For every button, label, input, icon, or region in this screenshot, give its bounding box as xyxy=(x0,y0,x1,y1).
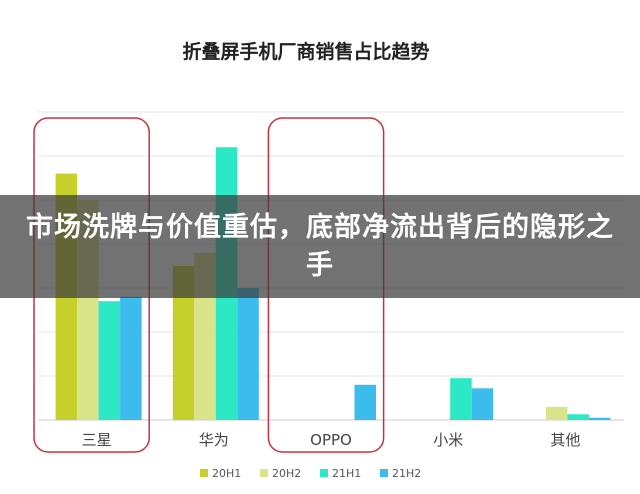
bar-20h1-1 xyxy=(172,266,195,420)
legend-swatch-20h1 xyxy=(200,469,208,477)
legend-swatch-21h2 xyxy=(380,469,388,477)
category-label-2: OPPO xyxy=(310,431,352,449)
legend: 20H1 20H2 21H1 21H2 xyxy=(200,467,421,480)
bar-21h1-4 xyxy=(567,414,589,420)
bar-20h2-4 xyxy=(545,406,568,420)
category-label-4: 其他 xyxy=(550,431,580,449)
headline-text: 市场洗牌与价值重估，底部净流出背后的隐形之手 xyxy=(26,211,614,281)
legend-label-20h2: 20H2 xyxy=(272,467,301,480)
chart-title: 折叠屏手机厂商销售占比趋势 xyxy=(182,40,429,63)
legend-label-21h1: 21H1 xyxy=(332,467,361,480)
category-label-1: 华为 xyxy=(199,431,229,449)
headline-banner: 市场洗牌与价值重估，底部净流出背后的隐形之手 xyxy=(0,195,640,298)
category-label-3: 小米 xyxy=(433,431,463,449)
bar-21h2-2 xyxy=(354,384,376,420)
category-label-0: 三星 xyxy=(82,431,112,449)
category-labels: 三星 华为 OPPO 小米 其他 xyxy=(82,431,581,449)
bar-21h2-3 xyxy=(471,388,494,420)
bar-21h1-3 xyxy=(450,378,472,420)
bar-21h1-0 xyxy=(98,301,121,420)
legend-swatch-20h2 xyxy=(260,469,268,477)
legend-label-21h2: 21H2 xyxy=(392,467,421,480)
bar-21h2-4 xyxy=(588,417,611,420)
legend-label-20h1: 20H1 xyxy=(212,467,241,480)
bar-21h2-0 xyxy=(120,296,142,420)
bar-21h2-1 xyxy=(237,288,259,420)
legend-swatch-21h1 xyxy=(320,469,328,477)
